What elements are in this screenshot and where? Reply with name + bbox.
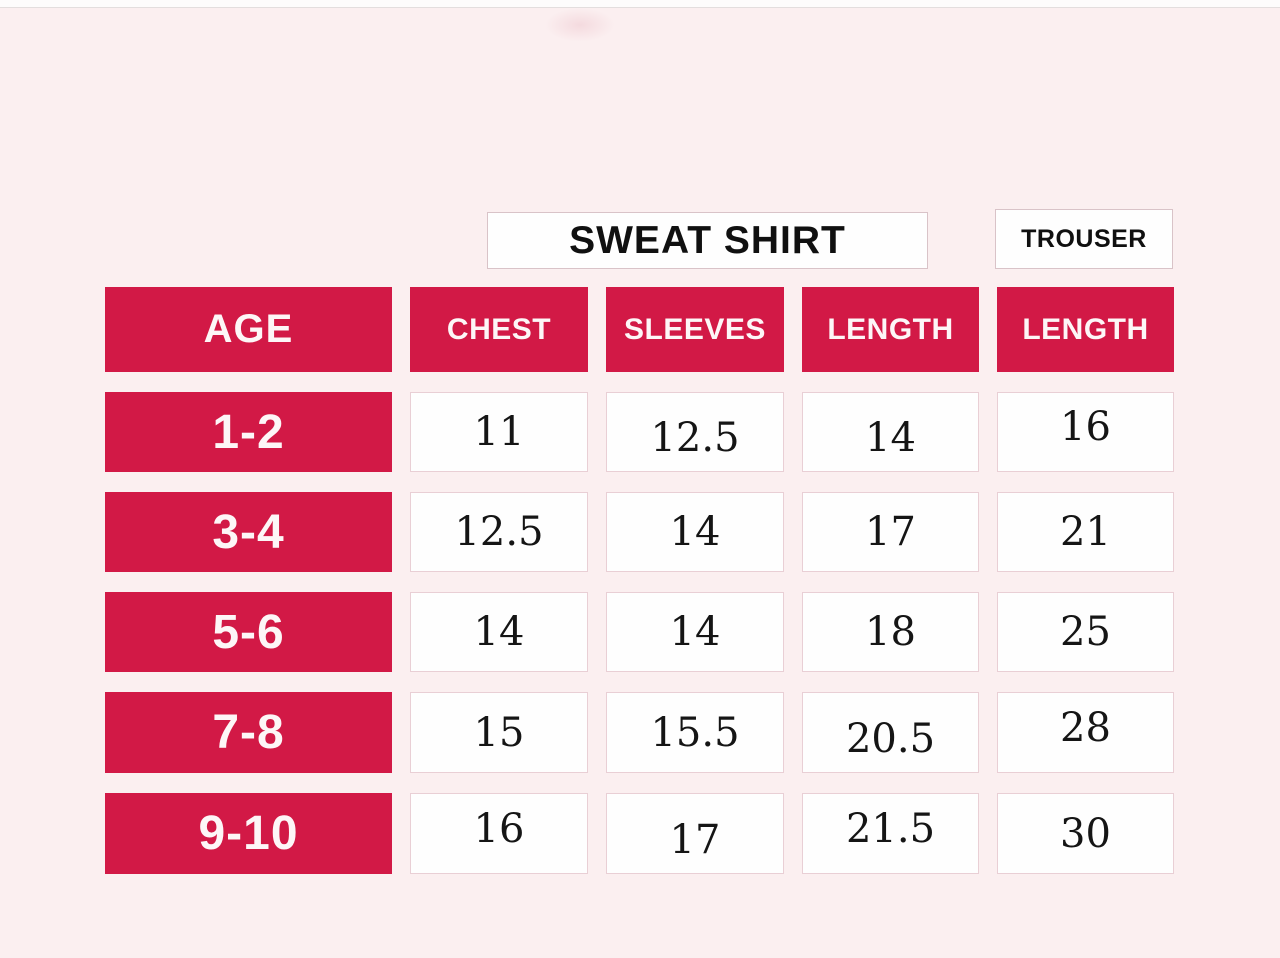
size-table: AGE CHEST SLEEVES LENGTH LENGTH 1-2 11 1… bbox=[105, 287, 1174, 874]
age-cell: 7-8 bbox=[105, 692, 392, 773]
age-cell: 3-4 bbox=[105, 492, 392, 572]
age-cell: 9-10 bbox=[105, 793, 392, 874]
age-column-header: AGE bbox=[105, 287, 392, 372]
size-cell: 14 bbox=[802, 392, 979, 472]
size-cell: 17 bbox=[606, 793, 784, 874]
sweatshirt-group-header: SWEAT SHIRT bbox=[487, 212, 928, 269]
size-cell: 14 bbox=[606, 592, 784, 672]
age-cell: 1-2 bbox=[105, 392, 392, 472]
size-cell: 14 bbox=[410, 592, 588, 672]
trouser-group-label: TROUSER bbox=[1021, 224, 1147, 253]
size-cell: 25 bbox=[997, 592, 1174, 672]
size-cell: 15.5 bbox=[606, 692, 784, 773]
size-cell: 12.5 bbox=[606, 392, 784, 472]
top-strip bbox=[0, 0, 1280, 8]
size-cell: 17 bbox=[802, 492, 979, 572]
size-cell: 18 bbox=[802, 592, 979, 672]
size-cell: 28 bbox=[997, 692, 1174, 773]
trouser-length-column-header: LENGTH bbox=[997, 287, 1174, 372]
size-cell: 20.5 bbox=[802, 692, 979, 773]
age-cell: 5-6 bbox=[105, 592, 392, 672]
watermark-smudge bbox=[545, 8, 615, 42]
sweatshirt-group-label: SWEAT SHIRT bbox=[569, 218, 846, 262]
size-cell: 21.5 bbox=[802, 793, 979, 874]
chest-column-header: CHEST bbox=[410, 287, 588, 372]
size-cell: 12.5 bbox=[410, 492, 588, 572]
size-cell: 21 bbox=[997, 492, 1174, 572]
trouser-group-header: TROUSER bbox=[995, 209, 1173, 269]
length-column-header: LENGTH bbox=[802, 287, 979, 372]
sleeves-column-header: SLEEVES bbox=[606, 287, 784, 372]
size-cell: 15 bbox=[410, 692, 588, 773]
size-cell: 14 bbox=[606, 492, 784, 572]
size-cell: 11 bbox=[410, 392, 588, 472]
size-cell: 16 bbox=[997, 392, 1174, 472]
size-cell: 16 bbox=[410, 793, 588, 874]
size-cell: 30 bbox=[997, 793, 1174, 874]
